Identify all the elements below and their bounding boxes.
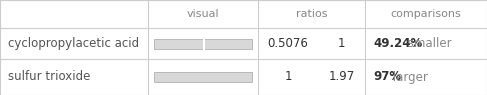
- Text: ratios: ratios: [296, 9, 327, 19]
- Text: 1: 1: [338, 37, 345, 50]
- Text: visual: visual: [187, 9, 219, 19]
- Text: 0.5076: 0.5076: [267, 37, 308, 50]
- Text: comparisons: comparisons: [391, 9, 461, 19]
- Text: 49.24%: 49.24%: [373, 37, 422, 50]
- Text: 1: 1: [284, 70, 292, 84]
- Bar: [154, 72, 252, 82]
- Text: 97%: 97%: [373, 70, 401, 84]
- Text: sulfur trioxide: sulfur trioxide: [8, 70, 91, 84]
- Text: 1.97: 1.97: [328, 70, 355, 84]
- Bar: [204, 38, 252, 49]
- Text: cyclopropylacetic acid: cyclopropylacetic acid: [8, 37, 139, 50]
- Text: larger: larger: [389, 70, 428, 84]
- Text: smaller: smaller: [404, 37, 452, 50]
- Bar: [154, 38, 204, 49]
